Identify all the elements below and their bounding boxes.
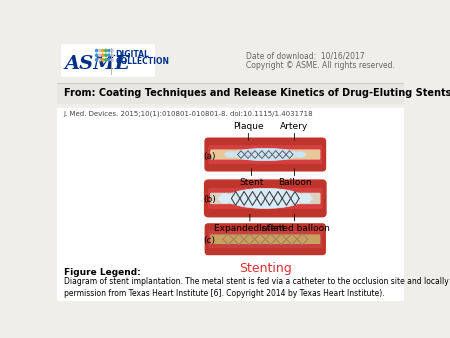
Circle shape <box>95 49 98 52</box>
Text: COLLECTION: COLLECTION <box>115 57 169 66</box>
Circle shape <box>102 59 104 61</box>
Bar <box>58 41 404 83</box>
Circle shape <box>102 49 104 52</box>
Bar <box>58 107 404 301</box>
Circle shape <box>111 59 113 61</box>
FancyBboxPatch shape <box>208 145 322 164</box>
Bar <box>58 83 404 103</box>
FancyBboxPatch shape <box>205 223 326 255</box>
Circle shape <box>95 54 98 56</box>
Text: Figure Legend:: Figure Legend: <box>63 268 140 277</box>
Circle shape <box>99 54 101 56</box>
Circle shape <box>105 49 107 52</box>
Text: Expanded stent: Expanded stent <box>214 224 285 233</box>
Circle shape <box>111 54 113 56</box>
Circle shape <box>99 59 101 61</box>
Bar <box>61 44 153 76</box>
FancyBboxPatch shape <box>204 138 326 172</box>
Ellipse shape <box>227 188 304 209</box>
Text: From: Coating Techniques and Release Kinetics of Drug-Eluting Stents: From: Coating Techniques and Release Kin… <box>63 88 450 98</box>
Text: Date of download:  10/16/2017: Date of download: 10/16/2017 <box>246 51 364 61</box>
FancyArrow shape <box>217 193 228 203</box>
Text: J. Med. Devices. 2015;10(1):010801-010801-8. doi:10.1115/1.4031718: J. Med. Devices. 2015;10(1):010801-01080… <box>63 111 313 117</box>
Text: ASME: ASME <box>64 55 130 73</box>
Text: DIGITAL: DIGITAL <box>115 50 149 59</box>
FancyArrow shape <box>297 151 307 158</box>
FancyBboxPatch shape <box>210 235 320 244</box>
Text: Plaque: Plaque <box>233 122 264 131</box>
Text: (b): (b) <box>204 195 216 204</box>
Circle shape <box>95 59 98 61</box>
Circle shape <box>105 59 107 61</box>
Ellipse shape <box>233 148 298 161</box>
Circle shape <box>108 54 110 56</box>
FancyBboxPatch shape <box>210 193 320 204</box>
Text: Stenting: Stenting <box>239 262 292 275</box>
Circle shape <box>108 59 110 61</box>
Text: (c): (c) <box>204 236 216 245</box>
Text: Stent: Stent <box>239 178 264 187</box>
Circle shape <box>105 54 107 56</box>
FancyBboxPatch shape <box>208 231 322 248</box>
Circle shape <box>108 49 110 52</box>
FancyBboxPatch shape <box>204 179 327 217</box>
FancyArrow shape <box>223 151 234 158</box>
Circle shape <box>111 49 113 52</box>
Circle shape <box>102 54 104 56</box>
FancyArrow shape <box>302 193 313 203</box>
Text: Balloon: Balloon <box>278 178 311 187</box>
Text: (a): (a) <box>204 151 216 161</box>
Text: Artery: Artery <box>280 122 309 131</box>
Text: Copyright © ASME. All rights reserved.: Copyright © ASME. All rights reserved. <box>246 61 395 70</box>
Text: Diagram of stent implantation. The metal stent is fed via a catheter to the occl: Diagram of stent implantation. The metal… <box>63 277 450 298</box>
Circle shape <box>99 49 101 52</box>
Text: Inflated balloon: Inflated balloon <box>259 224 330 233</box>
FancyBboxPatch shape <box>210 149 320 160</box>
FancyBboxPatch shape <box>208 188 323 209</box>
